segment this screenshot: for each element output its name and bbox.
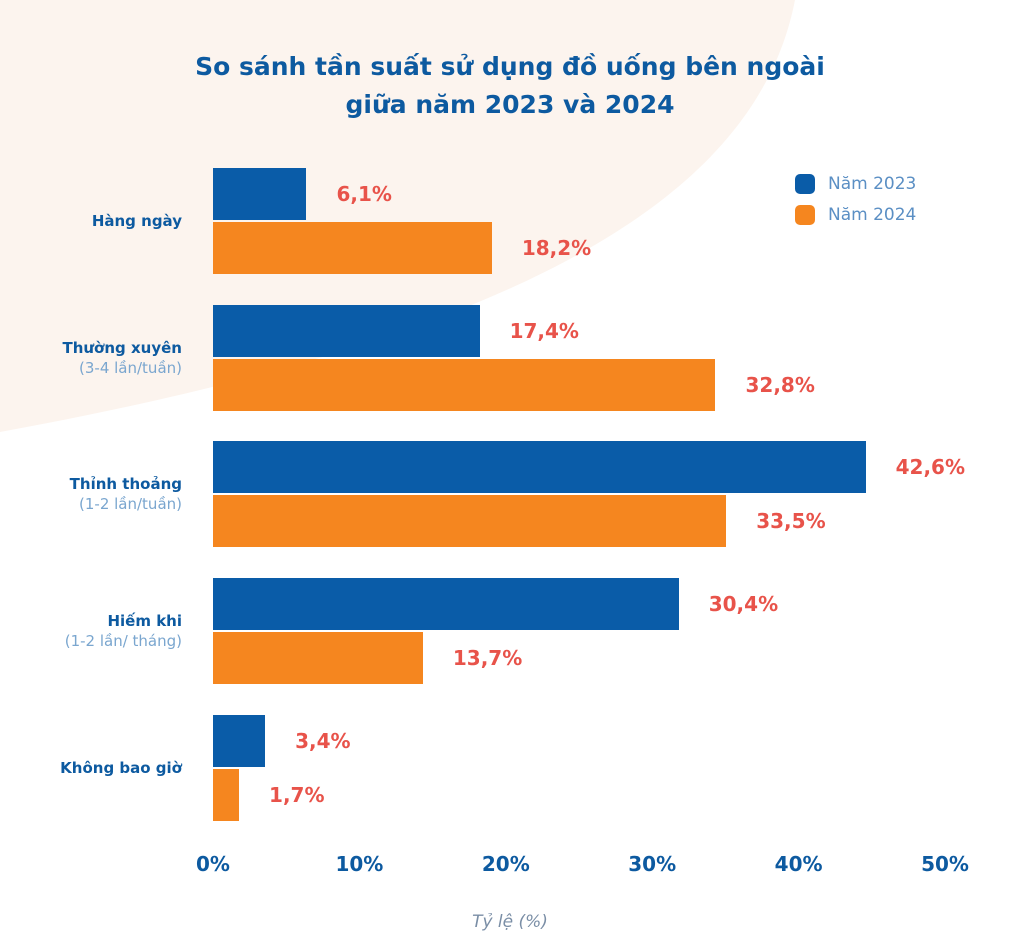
bar-2023-0 (213, 168, 307, 220)
data-label: 3,4% (295, 729, 351, 753)
x-tick-label: 50% (921, 852, 969, 876)
title-line-2: giữa năm 2023 và 2024 (345, 90, 675, 119)
category-name: Hàng ngày (91, 212, 182, 230)
x-tick-label: 0% (196, 852, 230, 876)
x-tick-label: 20% (481, 852, 530, 876)
x-axis-label: Tỷ lệ (%) (472, 912, 548, 932)
x-tick-label: 40% (774, 852, 823, 876)
bar-2023-3 (213, 578, 679, 630)
category-subtitle: (1-2 lần/ tháng) (64, 632, 182, 650)
bar-2023-2 (213, 441, 866, 493)
data-label: 1,7% (269, 783, 325, 807)
category-name: Hiếm khi (107, 612, 182, 630)
data-label: 30,4% (708, 592, 779, 616)
bar-2024-1 (213, 359, 716, 411)
bar-2024-4 (213, 769, 240, 821)
category-label: Thường xuyên (3-4 lần/tuần) (62, 338, 182, 378)
bar-2023-1 (213, 305, 480, 357)
legend-swatch-2024 (795, 204, 815, 225)
category-label: Không bao giờ (60, 758, 182, 778)
data-label: 18,2% (521, 236, 592, 260)
legend-label-2023: Năm 2023 (828, 173, 917, 194)
data-label: 6,1% (336, 182, 392, 206)
category-subtitle: (3-4 lần/tuần) (79, 359, 182, 377)
x-tick-label: 30% (628, 852, 677, 876)
bar-2023-4 (213, 715, 266, 767)
data-label: 13,7% (452, 646, 523, 670)
bar-2024-2 (213, 495, 727, 547)
x-tick-label: 10% (335, 852, 384, 876)
data-label: 42,6% (895, 455, 966, 479)
category-subtitle: (1-2 lần/tuần) (79, 495, 182, 513)
legend-item-2024: Năm 2024 (795, 199, 916, 230)
category-name: Không bao giờ (60, 759, 182, 777)
data-label: 33,5% (756, 509, 826, 533)
category-label: Hiếm khi (1-2 lần/ tháng) (65, 611, 182, 651)
legend-swatch-2023 (795, 173, 815, 194)
bar-2024-3 (213, 632, 423, 684)
bar-2024-0 (213, 222, 492, 274)
data-label: 17,4% (509, 319, 579, 343)
legend-label-2024: Năm 2024 (828, 204, 917, 225)
category-label: Thỉnh thoảng (1-2 lần/tuần) (70, 474, 182, 514)
chart-title: So sánh tần suất sử dụng đồ uống bên ngo… (0, 48, 1020, 124)
title-line-1: So sánh tần suất sử dụng đồ uống bên ngo… (195, 52, 825, 81)
category-label: Hàng ngày (92, 211, 182, 231)
category-name: Thỉnh thoảng (69, 475, 182, 493)
legend-item-2023: Năm 2023 (795, 168, 916, 199)
legend: Năm 2023 Năm 2024 (795, 168, 916, 230)
category-name: Thường xuyên (62, 339, 182, 357)
data-label: 32,8% (745, 373, 815, 397)
